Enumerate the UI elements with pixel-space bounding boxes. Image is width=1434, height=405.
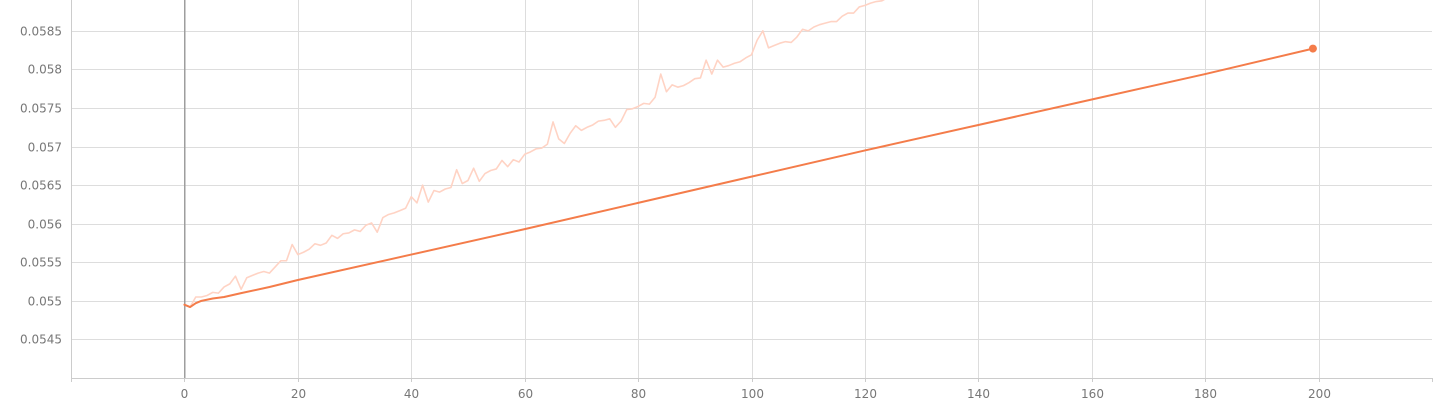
y-tick-label: 0.058 bbox=[28, 63, 62, 77]
x-tick-label: 140 bbox=[967, 387, 990, 400]
series-layer bbox=[183, 0, 1314, 309]
last-point-marker[interactable] bbox=[1308, 44, 1317, 53]
x-tick-label: 180 bbox=[1194, 387, 1217, 400]
x-tick-label: 120 bbox=[854, 387, 877, 400]
y-tick-label: 0.0585 bbox=[20, 25, 62, 39]
x-tick-label: 40 bbox=[404, 387, 419, 400]
y-tick-labels: 0.0545 0.055 0.0555 0.056 0.0565 0.057 0.0575 0… bbox=[20, 25, 62, 347]
raw-series-line bbox=[183, 0, 886, 308]
smoothed-series-line bbox=[183, 47, 1314, 309]
y-tick-label: 0.0565 bbox=[20, 179, 62, 193]
x-tick-labels: 0 20 40 60 80 100 120 140 160 180 200 bbox=[181, 387, 1331, 401]
y-tick-label: 0.0575 bbox=[20, 102, 62, 116]
x-tick-label: 80 bbox=[631, 387, 646, 400]
axes bbox=[71, 0, 1433, 382]
x-tick-label: 100 bbox=[741, 387, 764, 400]
x-tick-label: 160 bbox=[1081, 387, 1104, 400]
y-tick-label: 0.057 bbox=[28, 141, 62, 155]
y-tick-label: 0.0555 bbox=[20, 256, 62, 270]
x-tick-label: 20 bbox=[291, 387, 306, 400]
x-tick-label: 200 bbox=[1308, 387, 1331, 400]
y-tick-label: 0.056 bbox=[28, 218, 62, 232]
x-tick-label: 0 bbox=[181, 387, 189, 400]
x-tick-label: 60 bbox=[518, 387, 533, 400]
x-gridlines bbox=[183, 0, 1320, 378]
y-gridlines bbox=[71, 31, 1432, 340]
y-tick-label: 0.0545 bbox=[20, 333, 62, 347]
y-tick-label: 0.055 bbox=[28, 295, 62, 309]
